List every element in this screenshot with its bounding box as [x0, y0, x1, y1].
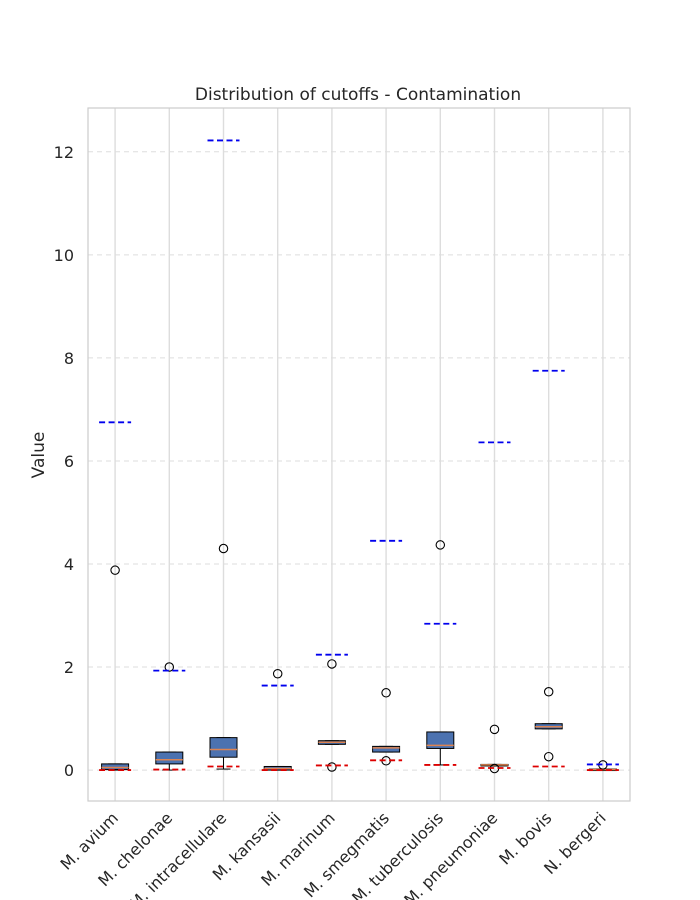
outlier-point [435, 540, 446, 550]
plot-frame [87, 107, 631, 802]
outlier-point [543, 687, 554, 697]
outlier-point [543, 751, 554, 762]
y-tick-label: 0 [64, 761, 74, 780]
outlier-point [327, 659, 337, 669]
y-tick-labels: 0 2 4 6 8 10 12 [54, 143, 74, 780]
y-axis-label: Value [29, 432, 49, 479]
plot-layer [99, 139, 619, 774]
box [426, 731, 455, 749]
outlier-point [272, 668, 283, 679]
chart-title: Distribution of cutoffs - Contamination [195, 85, 521, 105]
y-tick-label: 4 [64, 555, 74, 574]
box-group [153, 662, 186, 771]
outlier-point [489, 724, 500, 735]
outlier-point [218, 543, 229, 554]
box-group [532, 369, 565, 768]
grid-layer [88, 108, 630, 801]
y-tick-label: 10 [54, 246, 74, 265]
box [155, 751, 184, 765]
box-group [586, 760, 619, 772]
box [209, 737, 238, 758]
box-group [370, 539, 403, 766]
box [372, 745, 401, 753]
y-tick-label: 6 [64, 452, 74, 471]
y-tick-label: 8 [64, 349, 74, 368]
box-group [478, 441, 511, 774]
box-group [207, 139, 240, 770]
y-tick-label: 2 [64, 658, 74, 677]
box-group [424, 540, 457, 766]
box-group [315, 653, 348, 772]
outlier-point [164, 662, 175, 672]
box-group [261, 668, 294, 771]
outlier-point [110, 565, 120, 575]
y-tick-label: 12 [54, 143, 74, 162]
outlier-point [327, 762, 337, 772]
x-tick-label: M. pneumoniae [400, 808, 501, 900]
outlier-point [381, 688, 391, 698]
box-group [99, 421, 132, 771]
box [101, 763, 130, 771]
